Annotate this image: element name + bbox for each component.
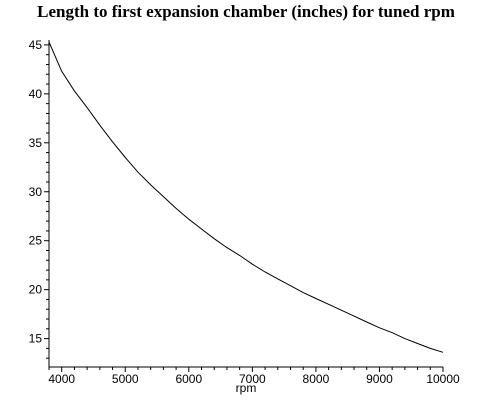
y-tick-label: 15 — [29, 332, 43, 346]
x-tick-label: 4000 — [48, 372, 75, 386]
x-tick-label: 7000 — [239, 372, 266, 386]
x-tick-label: 8000 — [303, 372, 330, 386]
y-tick-label: 35 — [29, 136, 43, 150]
x-tick-label: 5000 — [112, 372, 139, 386]
x-tick-label: 9000 — [366, 372, 393, 386]
series-layer — [48, 41, 444, 353]
y-tick-label: 20 — [29, 283, 43, 297]
series-line-1 — [48, 41, 444, 353]
y-tick-label: 45 — [29, 38, 43, 52]
axes: 15 20 25 30 35 40 45 4000 5000 6000 7000 8000 9000 10… — [29, 38, 460, 386]
chart-title: Length to first expansion chamber (inche… — [37, 2, 455, 21]
x-axis-title: rpm — [236, 381, 257, 395]
y-tick-label: 25 — [29, 234, 43, 248]
y-tick-label: 40 — [29, 87, 43, 101]
x-tick-label: 10000 — [426, 372, 460, 386]
y-tick-label: 30 — [29, 185, 43, 199]
x-tick-label: 6000 — [175, 372, 202, 386]
